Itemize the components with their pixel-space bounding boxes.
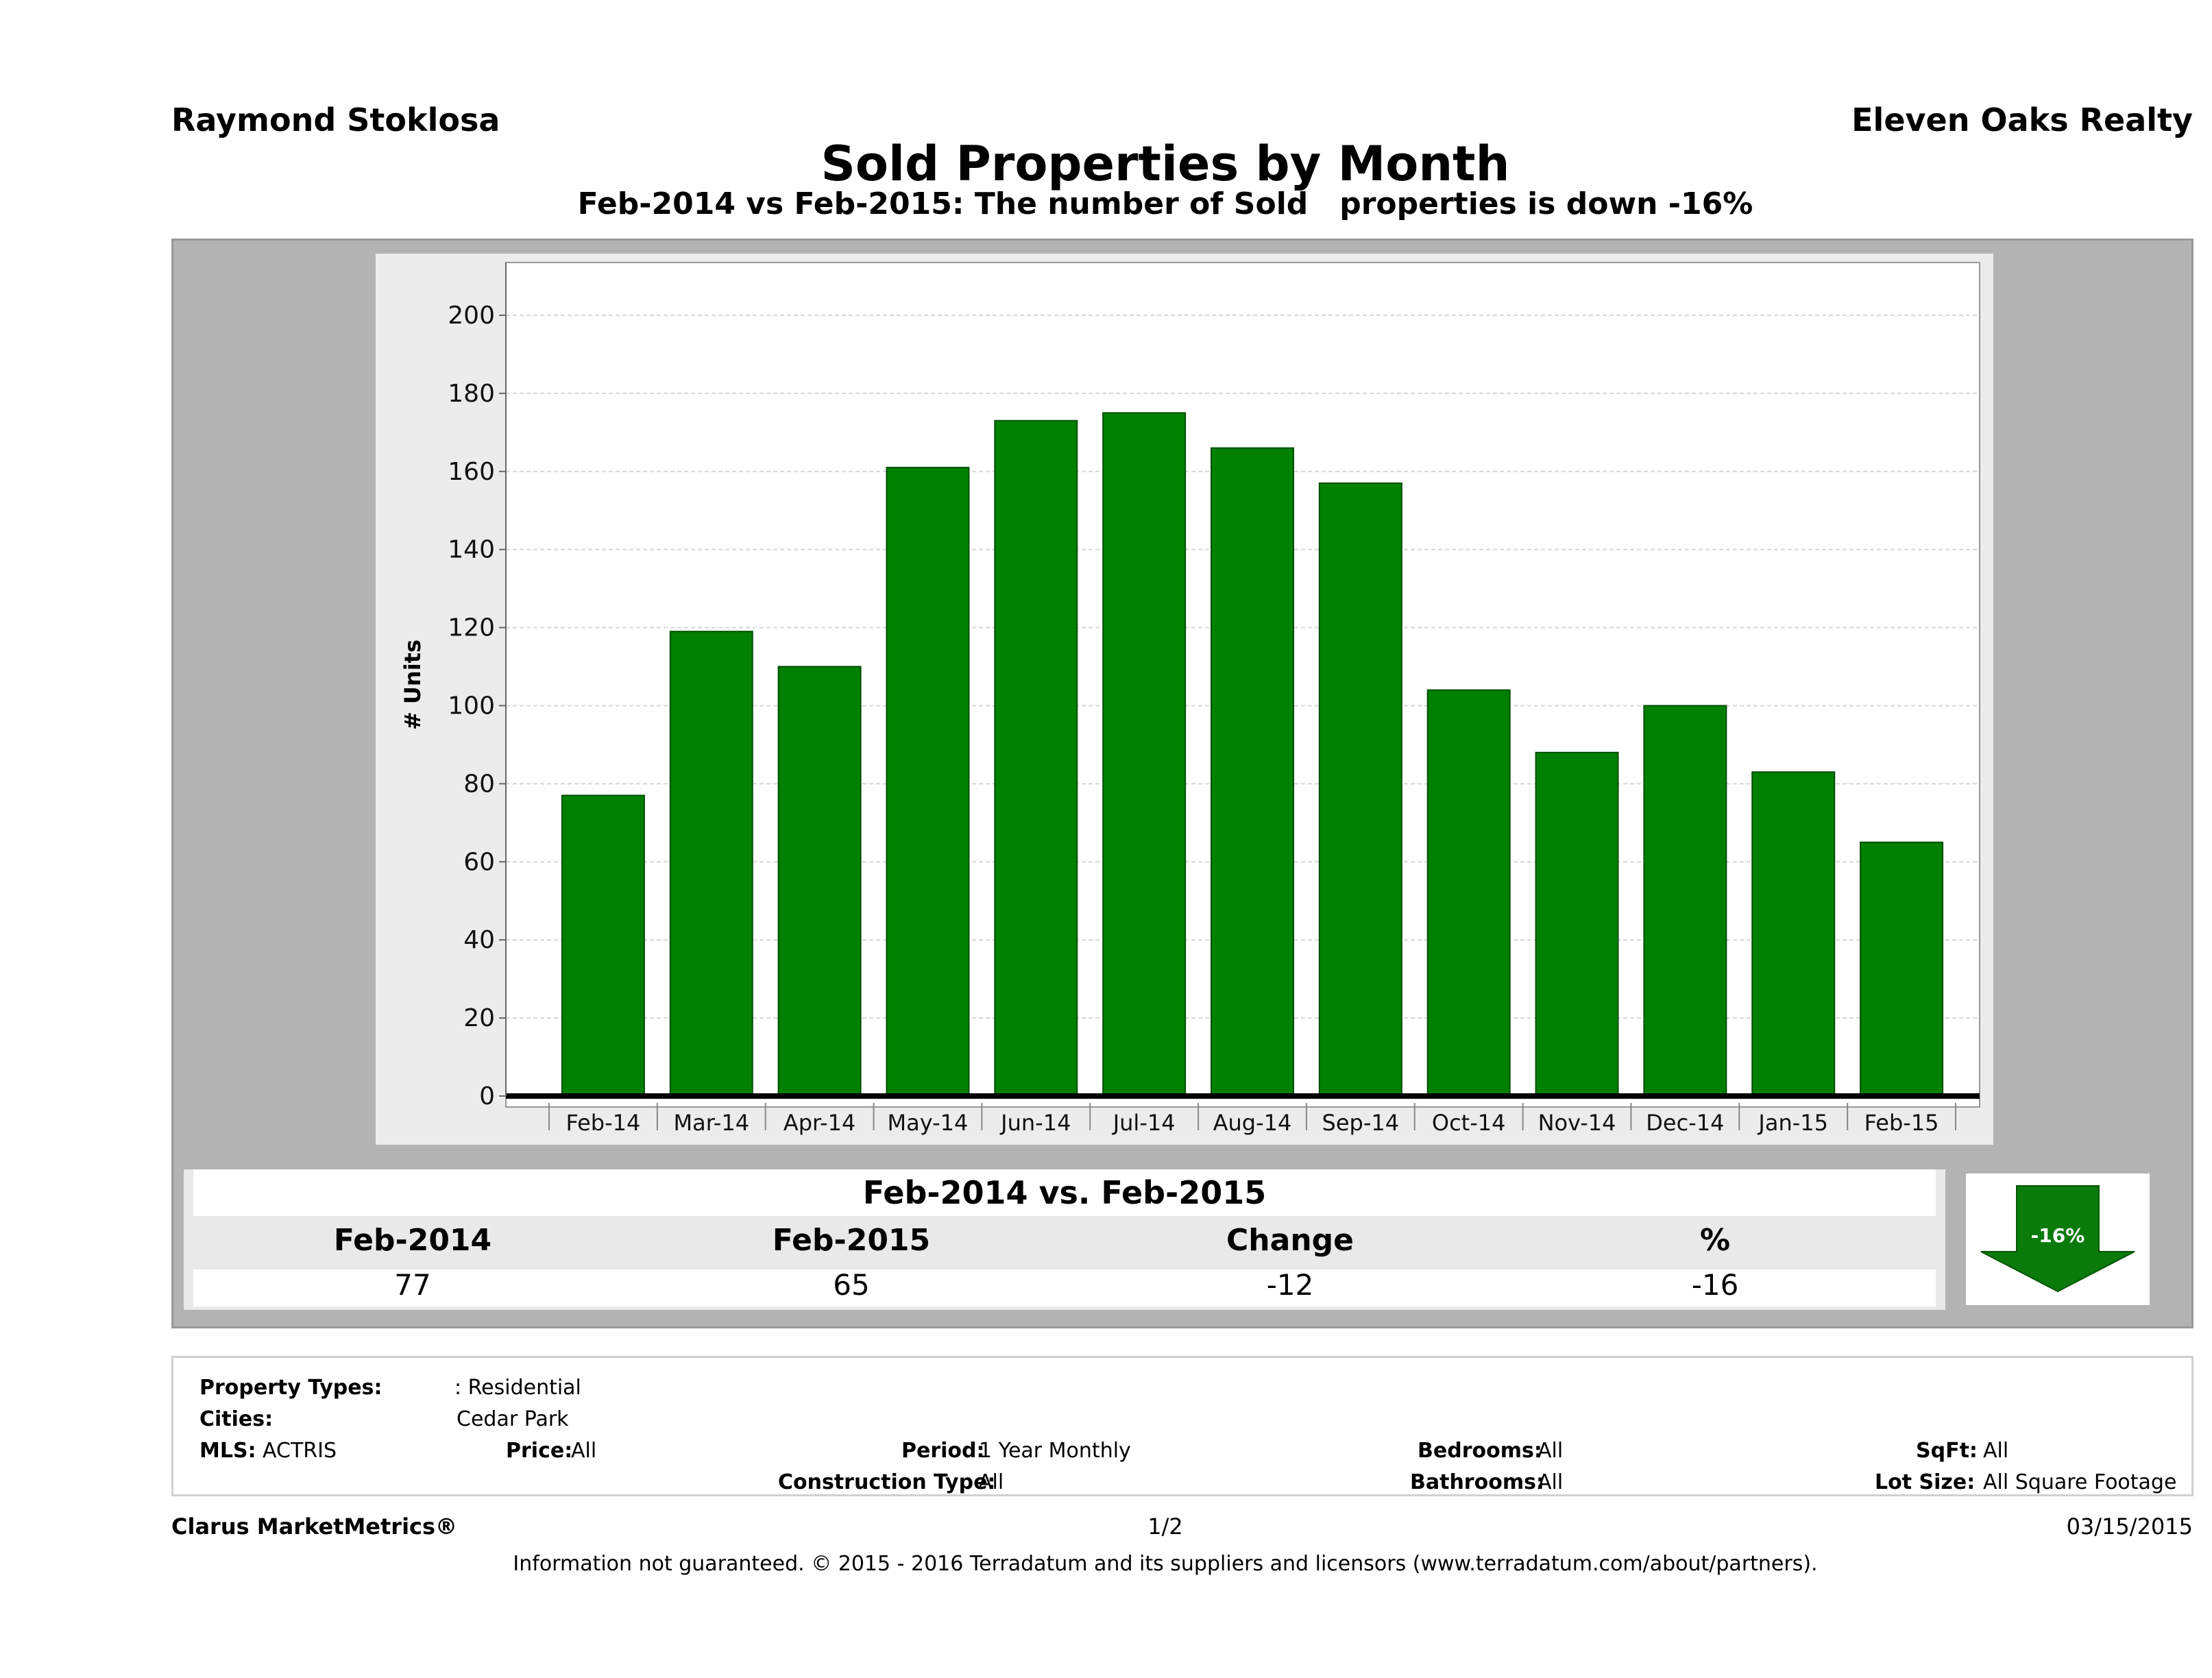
- summary-header-percent: %: [1699, 1223, 1731, 1258]
- summary-header-feb-2014: Feb-2014: [333, 1223, 492, 1258]
- price-value: All: [571, 1439, 597, 1463]
- summary-value-feb-2015: 65: [833, 1268, 870, 1302]
- footer-brand: Clarus MarketMetrics®: [171, 1513, 458, 1540]
- x-tick-label: Jan-15: [1757, 1110, 1828, 1136]
- sqft-label: SqFt:: [1916, 1439, 1978, 1463]
- bar-jul-14: [1102, 412, 1187, 1097]
- report-date: 03/15/2015: [2066, 1513, 2193, 1540]
- chart-frame: 0 20 40 60 80 100 120 140 160 180 200 Feb-14 Mar-14 A…: [171, 239, 2193, 1328]
- cities-label: Cities:: [199, 1407, 274, 1431]
- property-types-label: Property Types:: [199, 1376, 382, 1400]
- change-badge-label: -16%: [2031, 1224, 2085, 1247]
- bar-apr-14: [777, 666, 862, 1097]
- period-value: 1 Year Monthly: [979, 1439, 1131, 1463]
- y-tick-label: 120: [448, 614, 495, 642]
- bedrooms-value: All: [1538, 1439, 1564, 1463]
- bar-sep-14: [1318, 482, 1402, 1097]
- x-tick-label: Aug-14: [1213, 1110, 1292, 1136]
- lot-size-label: Lot Size:: [1875, 1470, 1976, 1494]
- y-tick-label: 160: [448, 458, 495, 486]
- sqft-value: All: [1983, 1439, 2009, 1463]
- mls-label: MLS:: [199, 1439, 256, 1463]
- x-tick-label: Mar-14: [673, 1110, 749, 1136]
- construction-type-label: Construction Type:: [778, 1470, 996, 1494]
- summary-title: Feb-2014 vs. Feb-2015: [193, 1169, 1936, 1216]
- page-number: 1/2: [1147, 1513, 1183, 1540]
- x-tick-label: Feb-15: [1864, 1110, 1939, 1136]
- bar-oct-14: [1426, 689, 1511, 1097]
- bar-jan-15: [1751, 771, 1836, 1097]
- y-tick-label: 140: [448, 536, 495, 564]
- bar-nov-14: [1535, 751, 1619, 1097]
- bathrooms-label: Bathrooms:: [1410, 1470, 1544, 1494]
- x-tick-label: Sep-14: [1322, 1110, 1400, 1136]
- bar-may-14: [886, 467, 970, 1097]
- construction-type-value: All: [978, 1470, 1004, 1494]
- summary-values-band: [193, 1269, 1936, 1306]
- change-badge: -16%: [1966, 1174, 2150, 1305]
- x-tick-label: Dec-14: [1646, 1110, 1724, 1136]
- y-tick-label: 40: [463, 926, 495, 954]
- lot-size-value: All Square Footage: [1983, 1470, 2177, 1494]
- y-tick-label: 100: [448, 692, 495, 720]
- agent-name: Raymond Stoklosa: [171, 101, 500, 138]
- x-tick-label: Oct-14: [1432, 1110, 1506, 1136]
- disclaimer: Information not guaranteed. © 2015 - 201…: [513, 1552, 1818, 1576]
- bar-chart: 0 20 40 60 80 100 120 140 160 180 200 Feb-14 Mar-14 A…: [376, 254, 1993, 1145]
- property-types-value: : Residential: [454, 1376, 581, 1400]
- summary-header-change: Change: [1226, 1223, 1354, 1258]
- period-label: Period:: [901, 1439, 985, 1463]
- y-tick-label: 180: [448, 380, 495, 408]
- chart-subtitle: Feb-2014 vs Feb-2015: The number of Sold…: [577, 186, 1753, 221]
- x-tick-label: Jun-14: [999, 1110, 1071, 1136]
- bedrooms-label: Bedrooms:: [1418, 1439, 1542, 1463]
- x-tick-label: Jul-14: [1112, 1110, 1176, 1136]
- chart-title: Sold Properties by Month: [821, 136, 1510, 192]
- down-arrow-icon: -16%: [1980, 1185, 2135, 1293]
- filter-panel: Property Types: : Residential Cities: Ce…: [171, 1356, 2193, 1496]
- summary-panel: Feb-2014 vs. Feb-2015 Feb-2014 Feb-2015 …: [184, 1169, 1945, 1310]
- bar-feb-15: [1860, 841, 1944, 1097]
- price-label: Price:: [506, 1439, 573, 1463]
- x-tick-label: May-14: [888, 1110, 969, 1136]
- x-tick-label: Nov-14: [1538, 1110, 1616, 1136]
- summary-value-percent: -16: [1691, 1268, 1739, 1302]
- bathrooms-value: All: [1538, 1470, 1564, 1494]
- y-tick-label: 200: [448, 302, 495, 330]
- x-tick-label: Apr-14: [783, 1110, 856, 1136]
- y-tick-label: 60: [463, 848, 495, 876]
- company-name: Eleven Oaks Realty: [1851, 101, 2193, 138]
- y-axis-label: # Units: [400, 640, 426, 730]
- mls-value: ACTRIS: [263, 1439, 337, 1463]
- y-tick-label: 80: [463, 770, 495, 798]
- bar-aug-14: [1211, 447, 1294, 1097]
- y-tick-label: 20: [463, 1004, 495, 1032]
- cities-value: Cedar Park: [457, 1407, 569, 1431]
- summary-value-change: -12: [1266, 1268, 1314, 1302]
- bar-dec-14: [1643, 705, 1727, 1097]
- summary-value-feb-2014: 77: [394, 1268, 431, 1302]
- x-tick-label: Feb-14: [566, 1110, 640, 1136]
- bar-feb-14: [561, 794, 645, 1097]
- bar-jun-14: [994, 420, 1078, 1097]
- bar-mar-14: [669, 631, 753, 1097]
- summary-header-feb-2015: Feb-2015: [772, 1223, 931, 1258]
- y-tick-label: 0: [479, 1082, 495, 1110]
